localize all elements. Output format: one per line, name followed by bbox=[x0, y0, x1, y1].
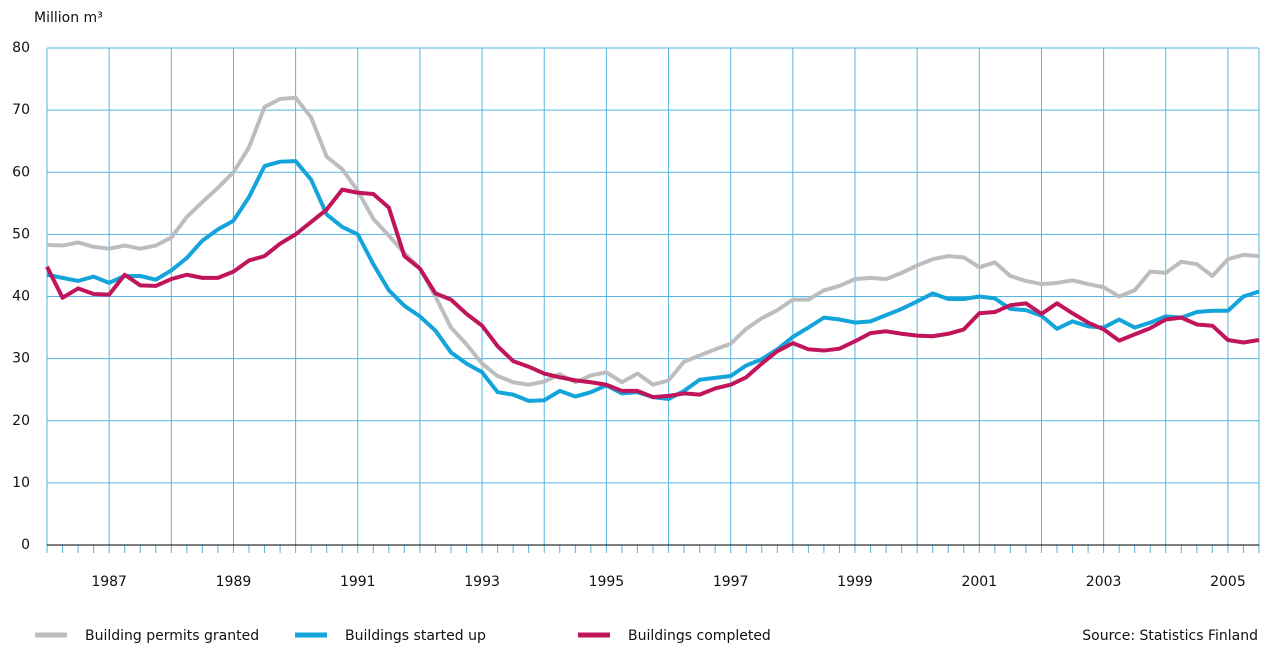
legend-label: Building permits granted bbox=[85, 628, 259, 644]
x-tick-label: 2005 bbox=[1210, 574, 1246, 590]
x-tick-label: 1993 bbox=[464, 574, 500, 590]
x-tick-label: 1989 bbox=[216, 574, 252, 590]
x-tick-label: 1995 bbox=[589, 574, 625, 590]
legend-label: Buildings started up bbox=[345, 628, 486, 644]
x-tick-label: 2001 bbox=[961, 574, 997, 590]
legend-label: Buildings completed bbox=[628, 628, 771, 644]
y-tick-label: 0 bbox=[21, 537, 30, 553]
y-axis-label: Million m³ bbox=[34, 10, 103, 26]
y-tick-label: 10 bbox=[12, 475, 30, 491]
y-tick-label: 20 bbox=[12, 413, 30, 429]
y-tick-label: 30 bbox=[12, 351, 30, 367]
x-tick-label: 1987 bbox=[91, 574, 127, 590]
series-line bbox=[45, 187, 1260, 400]
y-tick-label: 60 bbox=[12, 164, 30, 180]
x-tick-label: 1999 bbox=[837, 574, 873, 590]
y-tick-label: 70 bbox=[12, 102, 30, 118]
x-tick-label: 1997 bbox=[713, 574, 749, 590]
series-line bbox=[46, 95, 1260, 387]
y-tick-label: 40 bbox=[12, 289, 30, 305]
y-tick-label: 80 bbox=[12, 40, 30, 56]
x-tick-label: 2003 bbox=[1086, 574, 1122, 590]
source: Source: Statistics Finland bbox=[1082, 628, 1258, 644]
y-tick-label: 50 bbox=[12, 226, 30, 242]
x-tick-label: 1991 bbox=[340, 574, 376, 590]
